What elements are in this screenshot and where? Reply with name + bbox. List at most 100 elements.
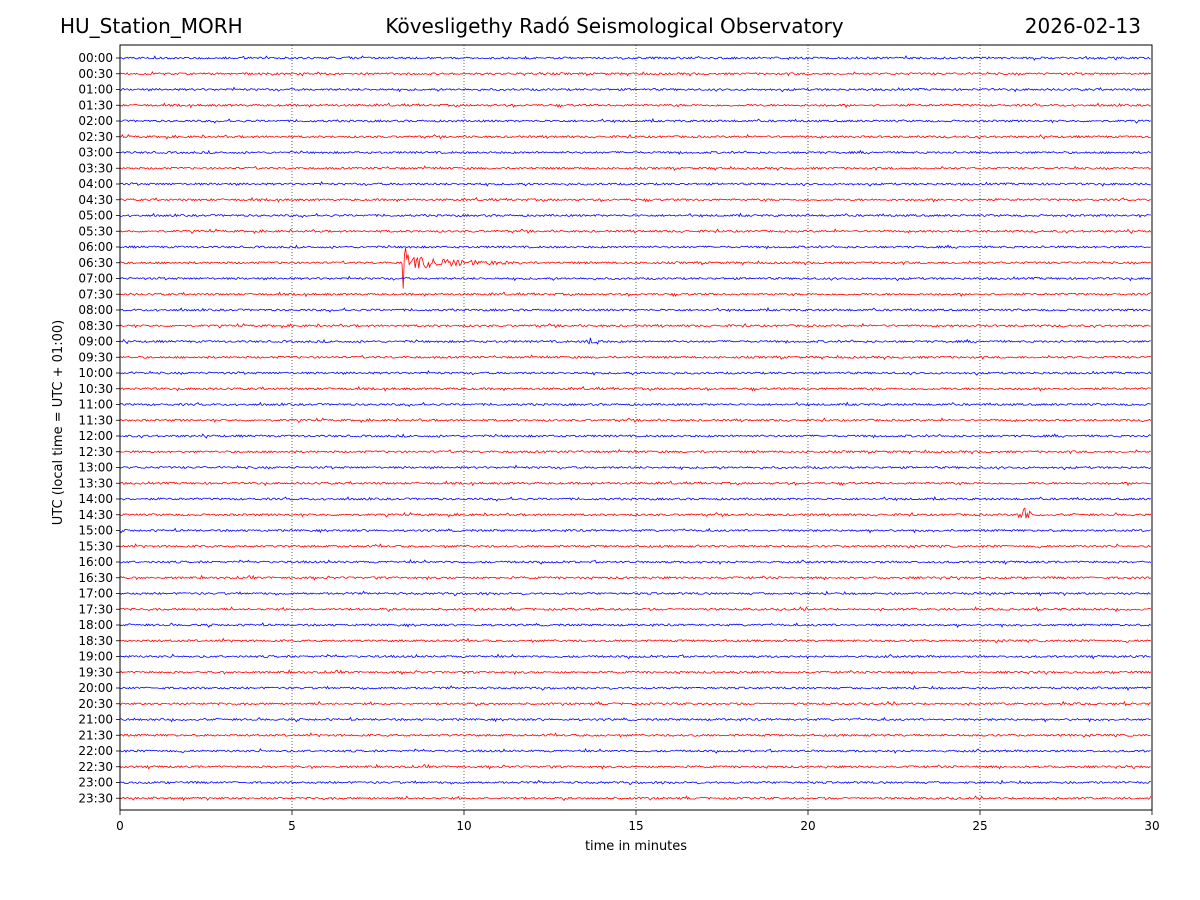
trace-0400 xyxy=(119,180,1151,187)
y-tick-label: 05:30 xyxy=(78,224,113,238)
trace-1500 xyxy=(119,527,1151,534)
y-tick-label: 09:00 xyxy=(78,335,113,349)
trace-1730 xyxy=(119,606,1152,613)
trace-0600 xyxy=(119,244,1151,250)
y-tick-label: 17:30 xyxy=(78,602,113,616)
y-tick-label: 23:30 xyxy=(78,791,113,805)
trace-1400 xyxy=(119,496,1151,502)
y-tick-label: 03:00 xyxy=(78,146,113,160)
y-tick-label: 00:30 xyxy=(78,67,113,81)
trace-2100 xyxy=(119,716,1151,723)
trace-1930 xyxy=(119,669,1152,676)
y-tick-label: 01:00 xyxy=(78,83,113,97)
trace-2000 xyxy=(119,685,1151,691)
x-tick-label: 30 xyxy=(1144,819,1159,833)
trace-1230 xyxy=(119,448,1151,455)
y-tick-label: 10:30 xyxy=(78,382,113,396)
trace-1300 xyxy=(119,464,1152,471)
axes xyxy=(116,44,1153,815)
y-tick-label: 07:30 xyxy=(78,287,113,301)
y-tick-label: 04:00 xyxy=(78,177,113,191)
y-tick-label: 06:00 xyxy=(78,240,113,254)
y-tick-label: 05:00 xyxy=(78,209,113,223)
trace-1830 xyxy=(119,637,1151,644)
trace-0930 xyxy=(119,354,1151,361)
x-tick-label: 15 xyxy=(628,819,643,833)
y-tick-label: 03:30 xyxy=(78,161,113,175)
y-tick-label: 22:30 xyxy=(78,760,113,774)
y-tick-label: 15:00 xyxy=(78,524,113,538)
trace-0000 xyxy=(119,55,1151,61)
y-tick-label: 02:30 xyxy=(78,130,113,144)
y-tick-label: 17:00 xyxy=(78,587,113,601)
y-tick-label: 23:00 xyxy=(78,776,113,790)
trace-1530 xyxy=(119,543,1151,549)
observatory-title: Kövesligethy Radó Seismological Observat… xyxy=(385,14,844,38)
y-tick-label: 19:00 xyxy=(78,650,113,664)
y-tick-label: 10:00 xyxy=(78,366,113,380)
trace-1330 xyxy=(119,480,1151,487)
seismic-traces xyxy=(119,55,1152,802)
trace-1800 xyxy=(119,622,1152,629)
trace-1630 xyxy=(119,574,1152,581)
y-tick-label: 15:30 xyxy=(78,539,113,553)
y-tick-label: 06:30 xyxy=(78,256,113,270)
trace-1000 xyxy=(119,369,1152,376)
y-axis-label: UTC (local time = UTC + 01:00) xyxy=(51,320,66,525)
trace-2300 xyxy=(119,779,1151,786)
y-tick-label: 12:00 xyxy=(78,429,113,443)
y-tick-label: 14:00 xyxy=(78,492,113,506)
y-tick-label: 11:30 xyxy=(78,413,113,427)
trace-0630 xyxy=(119,247,1151,289)
trace-0100 xyxy=(119,86,1151,93)
y-tick-label: 14:30 xyxy=(78,508,113,522)
trace-2230 xyxy=(119,763,1151,770)
y-tick-label: 20:30 xyxy=(78,697,113,711)
trace-0900 xyxy=(119,337,1151,345)
y-tick-label: 19:30 xyxy=(78,665,113,679)
trace-1700 xyxy=(119,590,1151,597)
trace-2200 xyxy=(119,747,1151,754)
x-axis-label: time in minutes xyxy=(585,839,687,854)
trace-1130 xyxy=(119,417,1152,424)
trace-1600 xyxy=(119,558,1152,566)
trace-1200 xyxy=(119,433,1152,439)
y-tick-label: 13:30 xyxy=(78,476,113,490)
trace-0130 xyxy=(119,102,1151,109)
trace-0530 xyxy=(119,228,1152,235)
x-tick-label: 25 xyxy=(972,819,987,833)
trace-0430 xyxy=(119,196,1151,203)
y-tick-label: 12:30 xyxy=(78,445,113,459)
trace-1900 xyxy=(119,653,1151,660)
record-date: 2026-02-13 xyxy=(1024,14,1141,38)
y-tick-label: 13:00 xyxy=(78,461,113,475)
y-tick-label: 08:30 xyxy=(78,319,113,333)
y-tick-label: 02:00 xyxy=(78,114,113,128)
trace-0730 xyxy=(119,291,1152,298)
station-name: HU_Station_MORH xyxy=(60,14,243,38)
y-tick-label: 11:00 xyxy=(78,398,113,412)
x-tick-label: 20 xyxy=(800,819,815,833)
y-tick-label: 07:00 xyxy=(78,272,113,286)
y-tick-label: 16:30 xyxy=(78,571,113,585)
trace-1100 xyxy=(119,401,1151,408)
trace-0300 xyxy=(119,149,1151,156)
x-tick-label: 0 xyxy=(116,819,124,833)
y-tick-label: 04:30 xyxy=(78,193,113,207)
y-tick-label: 22:00 xyxy=(78,744,113,758)
y-tick-label: 21:00 xyxy=(78,713,113,727)
y-tick-label: 18:30 xyxy=(78,634,113,648)
trace-0200 xyxy=(119,118,1152,124)
y-tick-label: 18:00 xyxy=(78,618,113,632)
y-tick-label: 01:30 xyxy=(78,98,113,112)
trace-2330 xyxy=(119,795,1152,802)
y-tick-label: 16:00 xyxy=(78,555,113,569)
grid-lines xyxy=(291,45,981,810)
trace-0800 xyxy=(119,307,1152,313)
x-tick-label: 5 xyxy=(288,819,296,833)
x-tick-label: 10 xyxy=(456,819,471,833)
trace-2030 xyxy=(119,700,1151,707)
trace-1030 xyxy=(119,385,1151,392)
